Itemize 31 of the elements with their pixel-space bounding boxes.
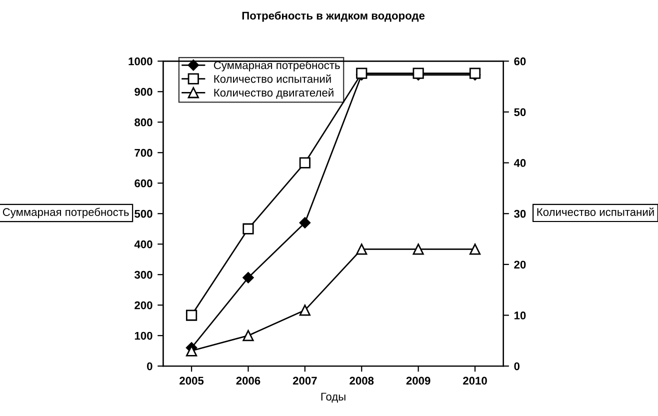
y2-tick-label: 20 bbox=[514, 260, 526, 269]
y2-tick-label: 30 bbox=[514, 210, 526, 218]
y-tick-label: 300 bbox=[134, 270, 152, 279]
y-tick-label: 200 bbox=[134, 301, 152, 310]
y-tick-label: 600 bbox=[134, 179, 152, 188]
y-tick-label: 900 bbox=[134, 88, 152, 96]
y2-tick-label: 10 bbox=[514, 312, 526, 320]
y2-tick-label: 40 bbox=[514, 159, 526, 167]
x-tick-label: 2010 bbox=[463, 376, 487, 385]
chart-title: Потребность в жидком водороде bbox=[242, 11, 425, 22]
y2-tick-label: 60 bbox=[514, 57, 526, 66]
y-tick-label: 100 bbox=[134, 332, 152, 340]
x-tick-label: 2005 bbox=[180, 376, 204, 385]
x-tick-label: 2008 bbox=[350, 376, 374, 385]
y-tick-label: 700 bbox=[134, 148, 152, 157]
legend-label: Количество двигателей bbox=[214, 88, 334, 99]
y-axis-title: Суммарная потребность bbox=[2, 208, 129, 218]
y2-tick-label: 50 bbox=[514, 108, 526, 116]
y-tick-label: 0 bbox=[147, 362, 152, 370]
y-tick-label: 1000 bbox=[128, 57, 152, 66]
y-tick-label: 500 bbox=[134, 210, 152, 218]
legend-label: Количество испытаний bbox=[214, 74, 331, 83]
x-axis-title: Годы bbox=[321, 392, 346, 403]
legend-label: Суммарная потребность bbox=[214, 60, 340, 72]
y-tick-label: 400 bbox=[134, 240, 152, 248]
x-tick-label: 2006 bbox=[236, 376, 260, 385]
y2-axis-title: Количество испытаний bbox=[537, 208, 654, 216]
x-tick-label: 2007 bbox=[292, 376, 317, 385]
y2-tick-label: 0 bbox=[514, 362, 520, 370]
y-tick-label: 800 bbox=[134, 118, 152, 126]
x-tick-label: 2009 bbox=[406, 376, 430, 385]
